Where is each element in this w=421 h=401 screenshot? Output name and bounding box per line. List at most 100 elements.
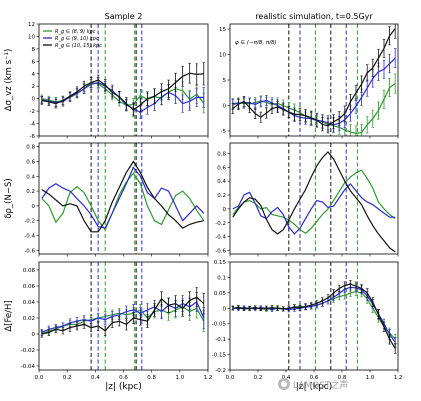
y-tick-label: 0.8 bbox=[26, 145, 35, 151]
x-tick-label: 1.2 bbox=[394, 375, 403, 381]
y-axis-label: δρ_(N−S) bbox=[4, 178, 14, 218]
y-tick-label: 10 bbox=[28, 34, 35, 40]
y-tick-label: 0.6 bbox=[217, 165, 226, 171]
legend-label: R_g ∈ (9, 10) kpc bbox=[55, 36, 99, 42]
y-tick-label: 0.8 bbox=[217, 151, 226, 157]
x-tick-label: 1.0 bbox=[175, 375, 184, 381]
y-tick-label: 0.4 bbox=[217, 179, 226, 185]
wechat-icon bbox=[278, 378, 290, 390]
panel-right-1: -0.6 -0.4 -0.2 0 0.2 0.4 0.6 0.8 bbox=[215, 142, 399, 257]
x-axis-label: |z| (kpc) bbox=[105, 382, 142, 392]
series-group bbox=[232, 151, 396, 253]
y-axis-label: Δ[Fe/H] bbox=[4, 300, 14, 331]
y-tick-label: 6 bbox=[32, 59, 36, 65]
y-tick-label: -0.2 bbox=[24, 219, 35, 225]
y-tick-label: 0.2 bbox=[26, 189, 35, 195]
x-axis-label: |z| (kpc) bbox=[296, 382, 333, 392]
series-line-black bbox=[41, 72, 204, 111]
y-tick-label: -0.15 bbox=[212, 353, 227, 359]
watermark: LAMOST之声 bbox=[278, 376, 348, 392]
x-tick-label: 0.0 bbox=[226, 375, 235, 381]
x-tick-label: 0.6 bbox=[310, 375, 319, 381]
series-line-black bbox=[232, 28, 396, 127]
panel-right-2: -0.2-0.15-0.1-0.0500.050.10.150.00.20.40… bbox=[212, 260, 403, 392]
y-tick-label: 12 bbox=[28, 22, 35, 28]
y-tick-label: 0.05 bbox=[214, 291, 227, 297]
y-tick-label: -0.4 bbox=[24, 234, 35, 240]
y-tick-label: 0 bbox=[32, 332, 36, 338]
series-line-blue bbox=[232, 286, 396, 343]
y-tick-label: 0 bbox=[32, 204, 36, 210]
x-tick-label: 0.2 bbox=[63, 375, 72, 381]
series-line-black bbox=[232, 151, 396, 253]
series-line-blue bbox=[232, 183, 396, 235]
series-line-green bbox=[41, 306, 205, 335]
y-tick-label: -0.2 bbox=[215, 368, 226, 374]
y-tick-label: 2 bbox=[32, 84, 36, 90]
y-tick-label: -2 bbox=[30, 109, 35, 115]
panel-frame bbox=[229, 23, 399, 137]
y-tick-label: -0.6 bbox=[24, 248, 35, 254]
panel-title: Sample 2 bbox=[105, 12, 143, 21]
panel-frame bbox=[229, 261, 399, 371]
x-tick-label: 0.0 bbox=[35, 375, 44, 381]
y-tick-label: 0.4 bbox=[26, 174, 35, 180]
y-tick-label: -0.02 bbox=[21, 348, 35, 354]
x-tick-label: 1.0 bbox=[366, 375, 375, 381]
y-tick-label: -0.04 bbox=[21, 364, 36, 370]
y-tick-label: 0.02 bbox=[23, 316, 35, 322]
series-line-green bbox=[232, 83, 396, 135]
series-group bbox=[41, 160, 205, 233]
legend-label: R_g ∈ (10, 15) kpc bbox=[55, 43, 102, 49]
panel-right-0: -5 0 5 10 15 realistic simulation, t=0.5Gyr bbox=[219, 12, 399, 139]
y-tick-label: 5 bbox=[223, 78, 227, 84]
y-tick-label: 0 bbox=[223, 207, 227, 213]
series-line-green bbox=[41, 172, 205, 231]
y-tick-label: 0.6 bbox=[26, 160, 35, 166]
series-line-black bbox=[41, 160, 204, 233]
panel-frame bbox=[38, 23, 209, 137]
series-line-green bbox=[232, 169, 396, 234]
y-tick-label: 15 bbox=[219, 27, 226, 33]
y-tick-label: -6 bbox=[30, 134, 36, 140]
watermark-text: LAMOST之声 bbox=[293, 380, 349, 391]
y-tick-label: 0 bbox=[223, 306, 227, 312]
panel-left-2: -0.04 -0.02 0 0.02 0.04 0.06 0.08 0.0 0.2 0.4 0.6 0… bbox=[4, 261, 213, 392]
panel-frame bbox=[229, 142, 399, 255]
y-tick-label: -0.1 bbox=[215, 337, 226, 343]
series-line-blue bbox=[41, 166, 205, 229]
series-line-green bbox=[41, 81, 205, 107]
x-tick-label: 0.6 bbox=[119, 375, 128, 381]
series-group bbox=[40, 287, 206, 338]
y-tick-label: -5 bbox=[221, 129, 227, 135]
series-group bbox=[40, 62, 206, 119]
y-tick-label: -0.05 bbox=[212, 322, 227, 328]
y-tick-label: -4 bbox=[30, 122, 36, 128]
panel-frame bbox=[38, 261, 209, 371]
y-tick-label: 0.2 bbox=[217, 193, 226, 199]
y-tick-label: 0 bbox=[32, 97, 36, 103]
panel-left-0: -6 -4 -2 0 2 4 6 8 10 12 Sample 2 Δσ_vz (km s⁻¹) bbox=[4, 12, 209, 140]
y-tick-label: 0.08 bbox=[23, 268, 36, 274]
y-tick-label: -0.2 bbox=[215, 221, 226, 227]
y-axis-label: Δσ_vz (km s⁻¹) bbox=[4, 49, 14, 112]
series-group bbox=[231, 24, 397, 136]
y-tick-label: 0.1 bbox=[217, 275, 226, 281]
legend-label: R_g ∈ (8, 9) kpc bbox=[55, 29, 96, 35]
x-tick-label: 0.8 bbox=[338, 375, 347, 381]
y-tick-label: 4 bbox=[32, 72, 36, 78]
x-tick-label: 0.8 bbox=[147, 375, 156, 381]
y-tick-label: -0.4 bbox=[215, 235, 226, 241]
x-tick-label: 1.2 bbox=[204, 375, 213, 381]
y-tick-label: 8 bbox=[32, 47, 36, 53]
y-tick-label: 0.06 bbox=[23, 284, 36, 290]
phi-annotation: φ ∈ (−π/8, π/8) bbox=[235, 40, 277, 46]
series-group bbox=[231, 280, 397, 354]
panel-title: realistic simulation, t=0.5Gyr bbox=[255, 12, 373, 21]
y-tick-label: -0.6 bbox=[215, 249, 226, 255]
panel-left-1: -0.6 -0.4 -0.2 0 0.2 0.4 0.6 0.8 δρ_(N−S) bbox=[4, 142, 209, 257]
y-tick-label: 10 bbox=[219, 53, 226, 59]
series-line-blue bbox=[41, 81, 204, 114]
